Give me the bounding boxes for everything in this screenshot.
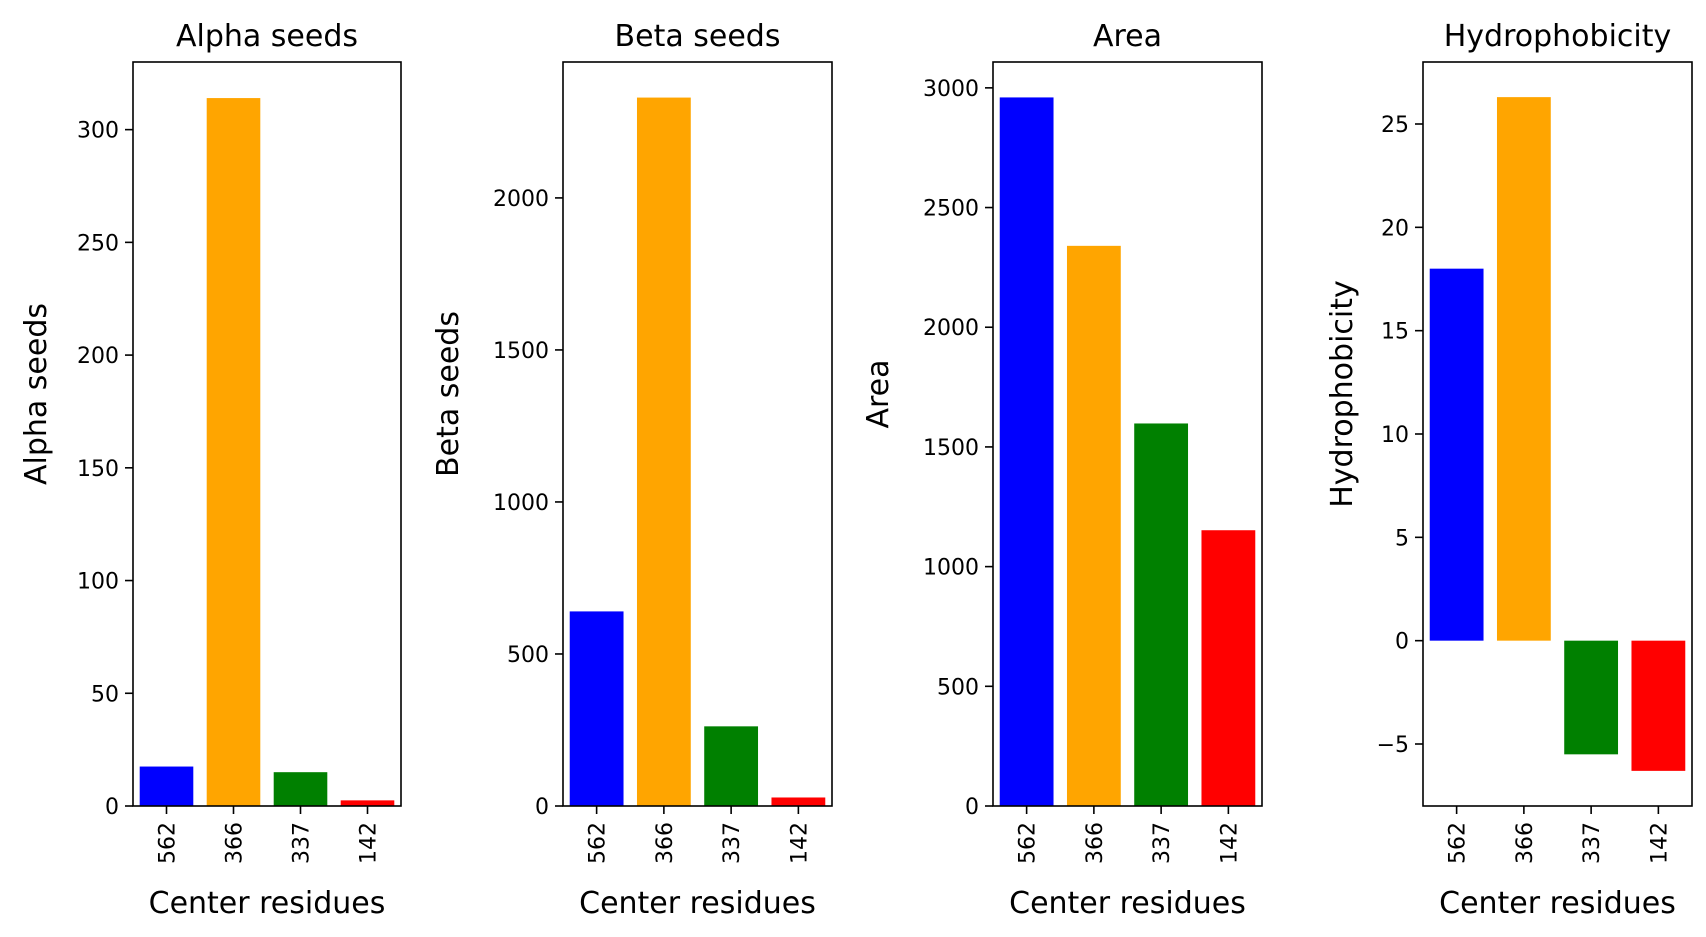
y-tick-label: 0 bbox=[1395, 630, 1409, 655]
x-tick-label: 562 bbox=[586, 822, 611, 864]
x-tick-label: 337 bbox=[1150, 822, 1175, 864]
bar-562 bbox=[1429, 268, 1484, 641]
y-tick-label: 1500 bbox=[493, 339, 549, 364]
plot-frame bbox=[992, 61, 1263, 807]
y-axis-label: Area bbox=[861, 359, 896, 428]
x-axis-label: Center residues bbox=[579, 886, 816, 921]
y-tick-label: 2000 bbox=[493, 187, 549, 212]
chart-panel-3: 0 500 1000 1500 2000 2500 3000 562 366 337 142 Area… bbox=[861, 19, 1263, 921]
bar-337 bbox=[1134, 423, 1189, 806]
y-tick-label: 0 bbox=[105, 795, 119, 820]
y-tick-label: 500 bbox=[937, 675, 979, 700]
y-tick-label: 0 bbox=[965, 795, 979, 820]
y-tick-label: 15 bbox=[1381, 320, 1409, 345]
chart-title: Hydrophobicity bbox=[1444, 19, 1672, 54]
bar-337 bbox=[1564, 640, 1619, 755]
chart-panel-2: 0 500 1000 1500 2000 562 366 337 142 Beta seeds Ce… bbox=[431, 19, 833, 921]
y-tick-label: 150 bbox=[77, 457, 119, 482]
bar-366 bbox=[1066, 245, 1121, 806]
y-tick-label: 25 bbox=[1381, 113, 1409, 138]
y-tick-label: 3000 bbox=[923, 77, 979, 102]
y-tick-label: 250 bbox=[77, 231, 119, 256]
x-axis-label: Center residues bbox=[1009, 886, 1246, 921]
x-tick-label: 366 bbox=[653, 822, 678, 864]
chart-title: Alpha seeds bbox=[176, 19, 358, 54]
y-axis-label: Alpha seeds bbox=[19, 303, 54, 485]
x-tick-label: 366 bbox=[1083, 822, 1108, 864]
x-axis-label: Center residues bbox=[1439, 886, 1676, 921]
x-axis-label: Center residues bbox=[149, 886, 386, 921]
x-tick-label: 337 bbox=[1580, 822, 1605, 864]
y-tick-label: 300 bbox=[77, 119, 119, 144]
y-tick-label: 100 bbox=[77, 570, 119, 595]
y-tick-label: 200 bbox=[77, 344, 119, 369]
chart-panel-1: 0 50 100 150 200 250 300 562 366 337 142 Alpha seed… bbox=[19, 19, 402, 921]
y-tick-label: 1000 bbox=[493, 491, 549, 516]
bar-366 bbox=[636, 97, 691, 806]
bar-337 bbox=[704, 726, 759, 806]
y-tick-label: 50 bbox=[91, 682, 119, 707]
chart-panel-4: −5 0 5 10 15 20 25 562 366 337 142 Hydrophobicity Ce… bbox=[1325, 19, 1693, 921]
plot-frame bbox=[132, 61, 402, 807]
y-tick-label: −5 bbox=[1377, 733, 1409, 758]
x-tick-label: 562 bbox=[156, 822, 181, 864]
x-tick-label: 366 bbox=[223, 822, 248, 864]
x-tick-label: 142 bbox=[357, 822, 382, 864]
x-tick-label: 562 bbox=[1016, 822, 1041, 864]
x-tick-label: 142 bbox=[1647, 822, 1672, 864]
y-tick-label: 10 bbox=[1381, 423, 1409, 448]
y-tick-label: 1000 bbox=[923, 556, 979, 581]
bar-142 bbox=[771, 797, 826, 806]
x-tick-label: 337 bbox=[720, 822, 745, 864]
y-tick-label: 500 bbox=[507, 643, 549, 668]
bar-562 bbox=[139, 766, 194, 806]
bar-142 bbox=[340, 800, 395, 806]
y-tick-label: 2500 bbox=[923, 197, 979, 222]
plot-frame bbox=[562, 61, 833, 807]
x-tick-label: 337 bbox=[290, 822, 315, 864]
y-tick-label: 0 bbox=[535, 795, 549, 820]
y-tick-label: 5 bbox=[1395, 526, 1409, 551]
y-axis-label: Beta seeds bbox=[431, 311, 466, 477]
x-tick-label: 142 bbox=[787, 822, 812, 864]
bar-142 bbox=[1631, 640, 1686, 771]
y-axis-label: Hydrophobicity bbox=[1325, 280, 1360, 508]
x-tick-label: 562 bbox=[1446, 822, 1471, 864]
chart-title: Beta seeds bbox=[615, 19, 781, 54]
x-tick-label: 142 bbox=[1217, 822, 1242, 864]
bar-366 bbox=[206, 98, 261, 806]
bar-562 bbox=[569, 611, 624, 806]
bar-142 bbox=[1201, 530, 1256, 806]
x-tick-label: 366 bbox=[1513, 822, 1538, 864]
y-tick-label: 20 bbox=[1381, 216, 1409, 241]
bar-366 bbox=[1496, 97, 1551, 641]
y-tick-label: 2000 bbox=[923, 316, 979, 341]
y-tick-label: 1500 bbox=[923, 436, 979, 461]
bar-562 bbox=[999, 97, 1054, 806]
chart-title: Area bbox=[1093, 19, 1162, 54]
bar-337 bbox=[273, 772, 328, 806]
